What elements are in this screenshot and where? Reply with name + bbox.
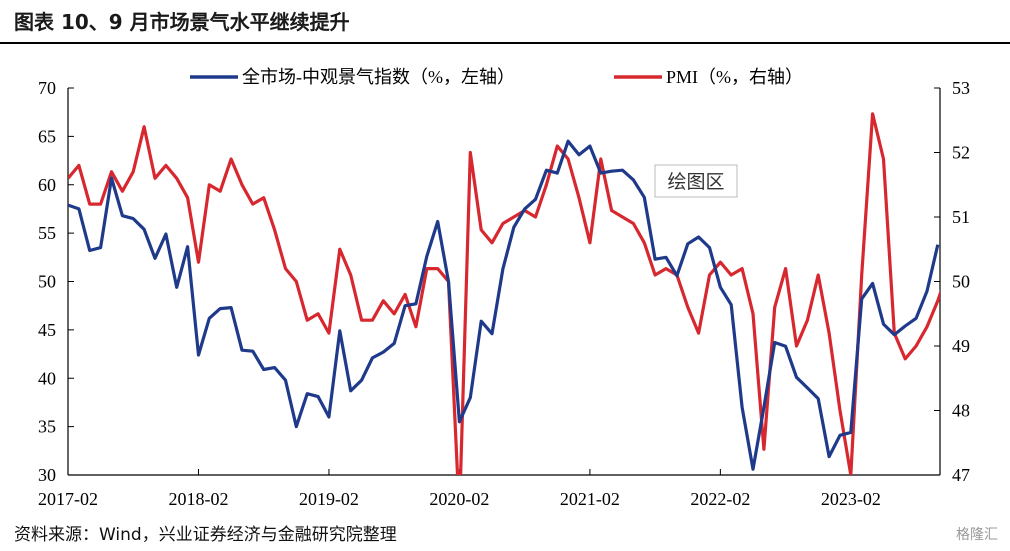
left-tick-label: 65 — [38, 126, 56, 146]
x-tick-label: 2018-02 — [168, 489, 228, 509]
left-tick-label: 45 — [38, 320, 56, 340]
x-tick-label: 2021-02 — [560, 489, 620, 509]
plot-frame — [67, 88, 941, 476]
left-tick-label: 55 — [38, 223, 56, 243]
source-note: 资料来源：Wind，兴业证券经济与金融研究院整理 — [14, 525, 397, 545]
left-tick-label: 60 — [38, 175, 56, 195]
title-divider — [0, 42, 1010, 44]
x-tick-label: 2017-02 — [38, 489, 98, 509]
right-axis-ticks: 47 48 49 50 51 52 53 — [934, 78, 970, 485]
right-tick-label: 51 — [952, 207, 970, 227]
x-tick-label: 2019-02 — [299, 489, 359, 509]
line-chart: 30 35 40 45 50 55 60 65 70 47 48 49 50 51 52 53 2017-0… — [38, 67, 970, 509]
left-tick-label: 40 — [38, 368, 56, 388]
series-lines — [68, 112, 940, 475]
left-axis-ticks: 30 35 40 45 50 55 60 65 70 — [38, 78, 74, 485]
legend-label-right: PMI（%，右轴） — [666, 67, 803, 87]
x-tick-label: 2022-02 — [690, 489, 750, 509]
x-axis-ticks: 2017-02 2018-02 2019-02 2020-02 2021-02 2022-… — [38, 469, 881, 509]
plot-area-label: 绘图区 — [654, 164, 738, 198]
x-tick-label: 2023-02 — [821, 489, 881, 509]
right-tick-label: 47 — [952, 465, 970, 485]
series-line-right — [68, 112, 940, 475]
left-tick-label: 30 — [38, 465, 56, 485]
right-tick-label: 49 — [952, 336, 970, 356]
legend: 全市场-中观景气指数（%，左轴） PMI（%，右轴） — [190, 67, 803, 87]
right-tick-label: 48 — [952, 401, 970, 421]
plot-area-label-text: 绘图区 — [667, 171, 724, 193]
legend-label-left: 全市场-中观景气指数（%，左轴） — [242, 67, 515, 87]
left-tick-label: 70 — [38, 78, 56, 98]
plot-area-label-box — [654, 164, 738, 198]
left-tick-label: 50 — [38, 272, 56, 292]
right-tick-label: 53 — [952, 78, 970, 98]
series-line-left — [68, 139, 940, 471]
right-tick-label: 52 — [952, 143, 970, 163]
chart-title: 图表 10、9 月市场景气水平继续提升 — [14, 10, 350, 34]
left-tick-label: 35 — [38, 417, 56, 437]
x-tick-label: 2020-02 — [429, 489, 489, 509]
right-tick-label: 50 — [952, 272, 970, 292]
watermark-logo: 格隆汇 — [956, 527, 998, 543]
